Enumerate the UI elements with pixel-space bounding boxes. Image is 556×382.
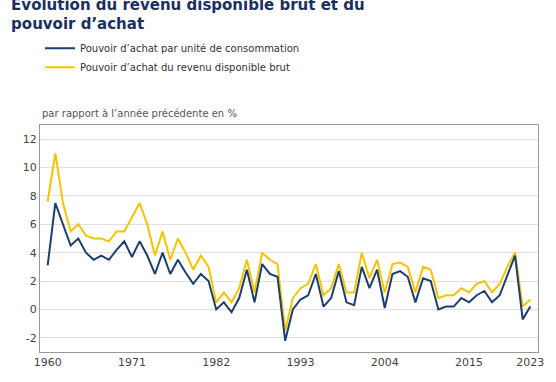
svg-text:8: 8: [30, 190, 37, 203]
svg-text:4: 4: [30, 247, 37, 260]
svg-text:2004: 2004: [371, 356, 399, 369]
svg-text:2: 2: [30, 275, 37, 288]
svg-text:1960: 1960: [34, 356, 62, 369]
svg-text:1993: 1993: [286, 356, 314, 369]
svg-text:Évolution du revenu disponible: Évolution du revenu disponible brut et d…: [11, 0, 365, 33]
svg-text:1982: 1982: [202, 356, 230, 369]
svg-text:10: 10: [23, 161, 37, 174]
svg-text:par rapport à l’année précéden: par rapport à l’année précédente en %: [42, 108, 237, 119]
svg-text:6: 6: [30, 218, 37, 231]
svg-text:12: 12: [23, 133, 37, 146]
svg-text:0: 0: [30, 303, 37, 316]
svg-text:1971: 1971: [118, 356, 146, 369]
svg-text:Pouvoir d’achat du revenu disp: Pouvoir d’achat du revenu disponible bru…: [80, 62, 290, 73]
svg-text:-2: -2: [26, 332, 37, 345]
svg-text:2015: 2015: [455, 356, 483, 369]
svg-text:Pouvoir d’achat par unité de c: Pouvoir d’achat par unité de consommatio…: [80, 43, 299, 54]
svg-text:2023: 2023: [516, 356, 544, 369]
